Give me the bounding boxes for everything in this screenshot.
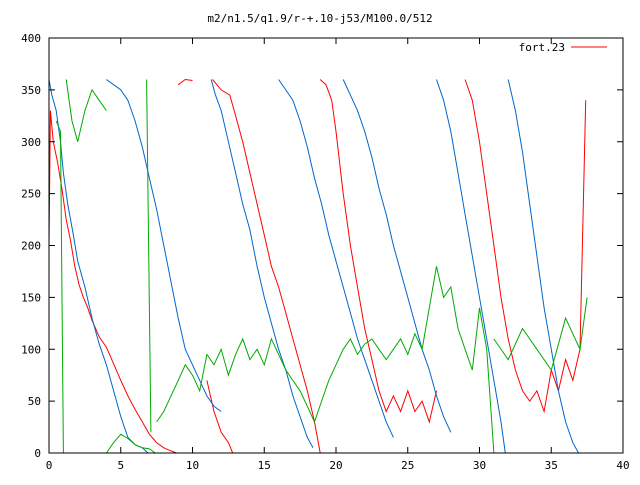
series-0-segment-3 — [212, 79, 321, 454]
series-1 — [48, 79, 579, 454]
series-2-segment-5 — [493, 297, 588, 372]
series-2-segment-1 — [65, 79, 107, 142]
legend-label: fort.23 — [519, 41, 565, 54]
series-1-segment-2 — [210, 79, 314, 449]
y-tick-label: 100 — [21, 343, 41, 356]
series-layer — [48, 78, 588, 454]
y-tick-label: 0 — [34, 447, 41, 460]
series-2-segment-4 — [156, 266, 495, 454]
series-0 — [48, 78, 587, 454]
x-tick-label: 10 — [186, 459, 199, 472]
series-1-segment-0 — [48, 79, 149, 454]
series-1-segment-1 — [106, 79, 222, 412]
x-tick-label: 15 — [258, 459, 271, 472]
legend: fort.23 — [519, 41, 607, 54]
series-2-segment-3 — [146, 79, 152, 433]
x-tick-label: 0 — [46, 459, 53, 472]
series-1-segment-3 — [278, 79, 394, 438]
series-0-segment-4 — [319, 79, 437, 424]
x-tick-label: 20 — [329, 459, 342, 472]
series-1-segment-5 — [436, 79, 506, 454]
series-1-segment-6 — [507, 79, 579, 454]
y-tick-label: 400 — [21, 32, 41, 45]
series-2-segment-0 — [55, 120, 64, 454]
y-tick-label: 200 — [21, 240, 41, 253]
series-2 — [55, 79, 588, 454]
series-0-segment-2 — [206, 380, 234, 454]
y-tick-label: 300 — [21, 136, 41, 149]
x-tick-label: 5 — [117, 459, 124, 472]
y-tick-label: 250 — [21, 188, 41, 201]
series-1-segment-4 — [342, 79, 452, 433]
series-0-segment-1 — [177, 78, 193, 86]
series-0-segment-0 — [48, 110, 177, 454]
series-0-segment-5 — [464, 79, 587, 414]
y-tick-label: 350 — [21, 84, 41, 97]
series-2-segment-2 — [105, 433, 156, 454]
y-tick-label: 150 — [21, 291, 41, 304]
x-tick-label: 25 — [401, 459, 414, 472]
chart-title: m2/n1.5/q1.9/r-+.10-j53/M100.0/512 — [207, 12, 432, 25]
y-tick-label: 50 — [28, 395, 41, 408]
x-tick-label: 35 — [545, 459, 558, 472]
x-tick-label: 30 — [473, 459, 486, 472]
x-tick-label: 40 — [616, 459, 629, 472]
